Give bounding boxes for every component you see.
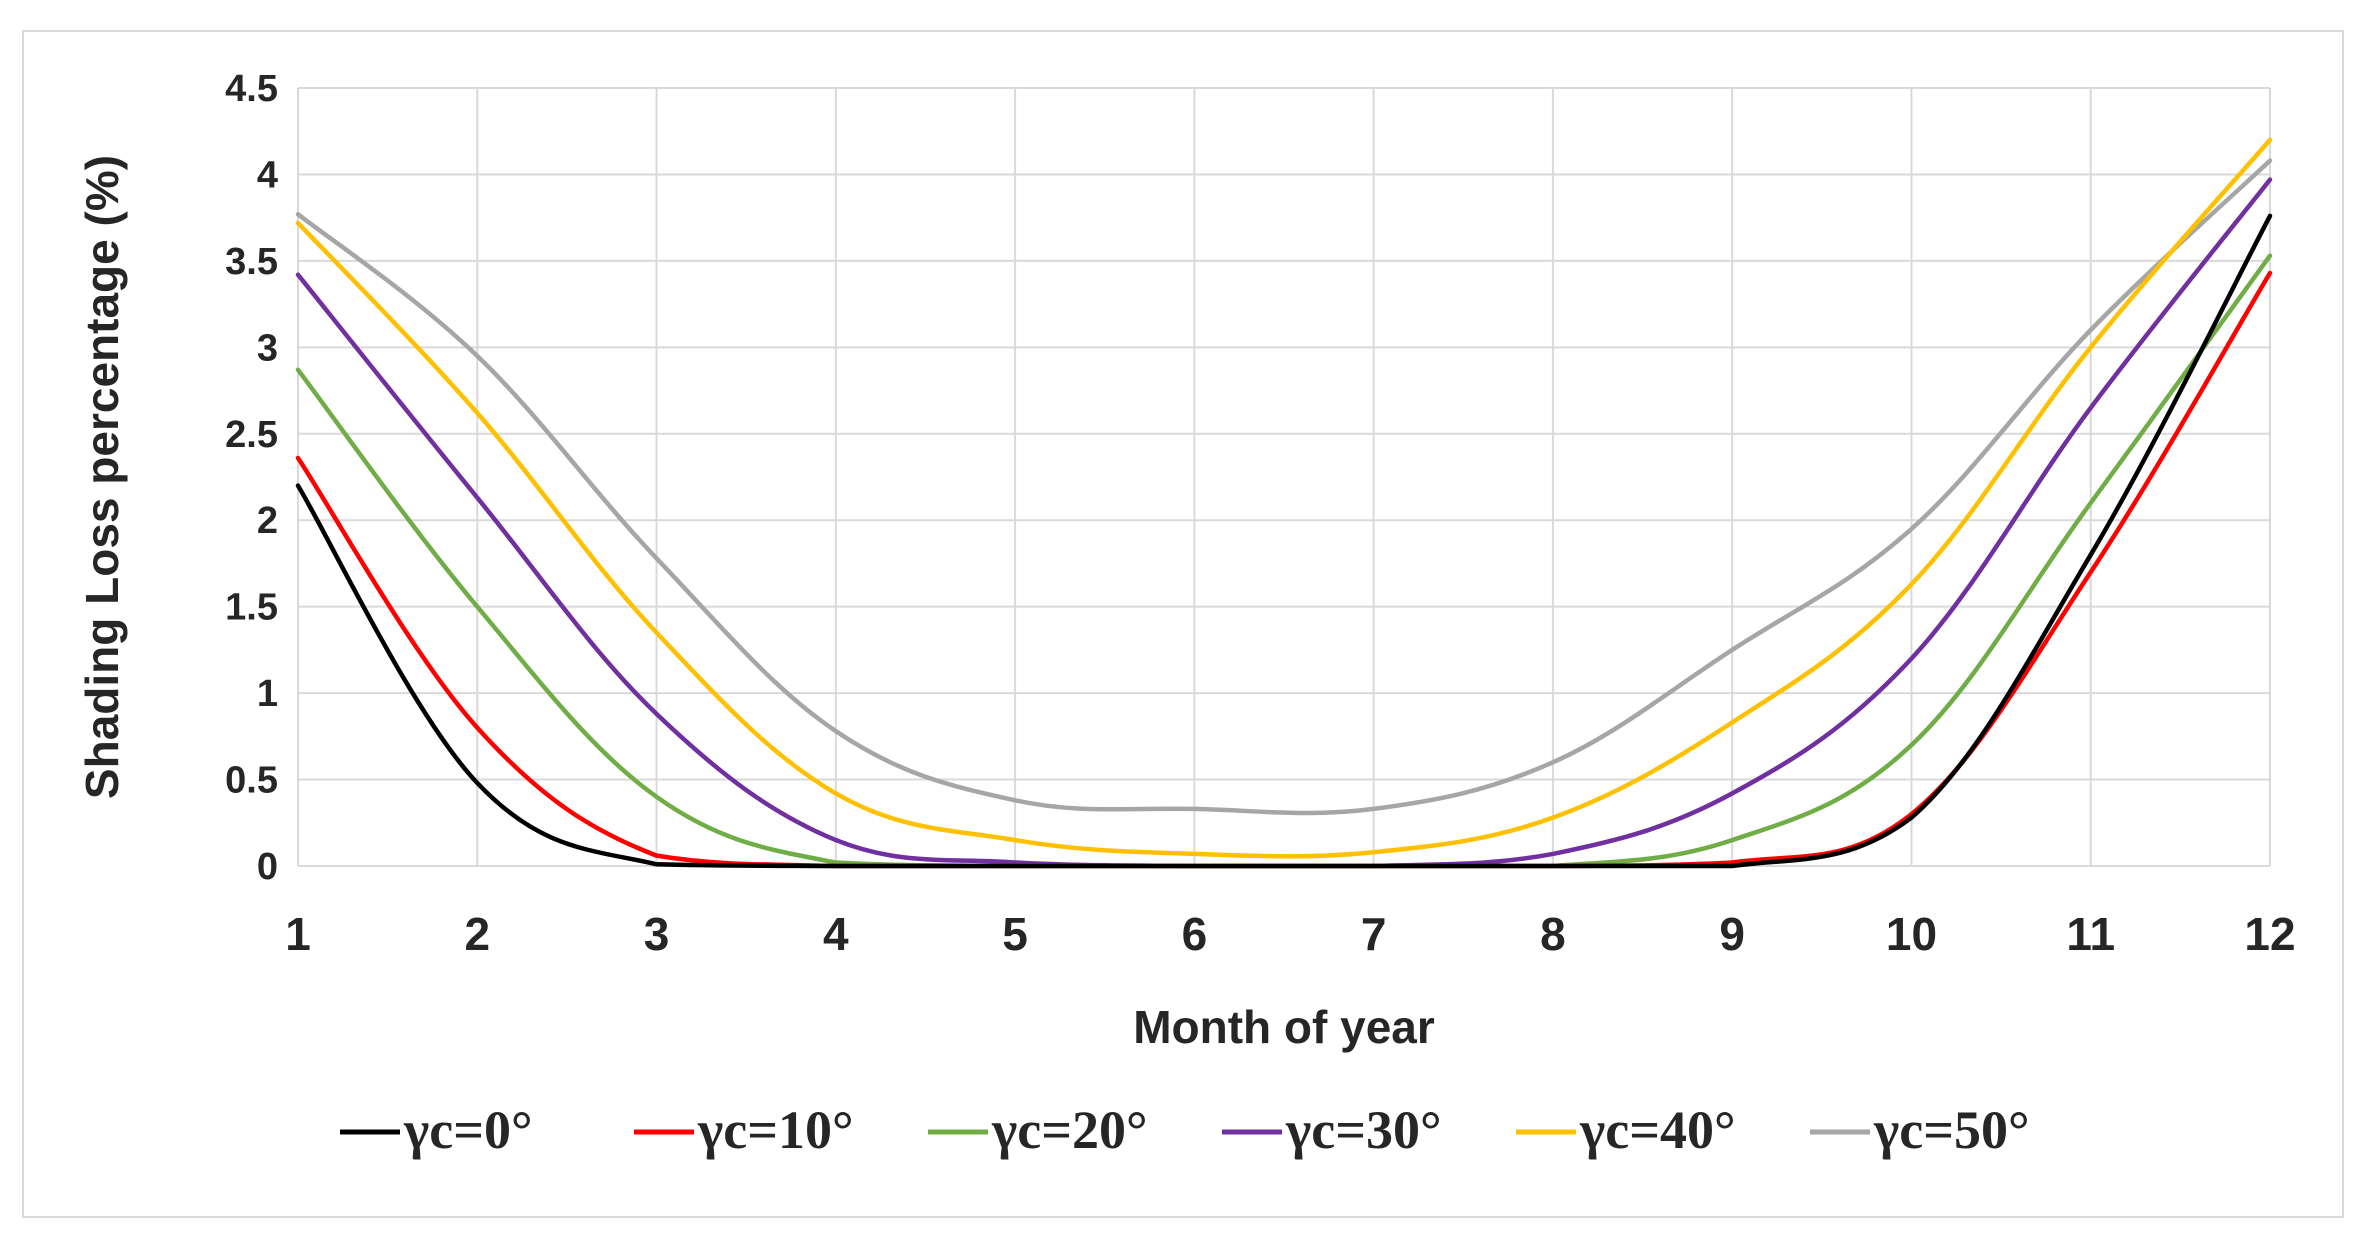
y-tick-label: 1.5	[225, 587, 278, 629]
x-tick-label: 7	[1361, 908, 1387, 960]
legend: γc=0° γc=10° γc=20° γc=30° γc=40° γc=50°	[340, 1100, 2030, 1160]
x-tick-label: 11	[2066, 908, 2115, 960]
legend-label: γc=30°	[1285, 1100, 1442, 1160]
legend-label: γc=0°	[403, 1100, 533, 1160]
y-tick-label: 4.5	[225, 68, 278, 110]
y-tick-label: 0	[257, 846, 278, 888]
y-tick-label: 4	[257, 154, 278, 196]
legend-label: γc=20°	[991, 1100, 1148, 1160]
y-tick-label: 1	[257, 673, 278, 715]
y-tick-label: 2.5	[225, 414, 278, 456]
tick-labels: 00.511.522.533.544.51 2 3 4 5 6 7 8 9 10 11 12	[225, 68, 2295, 960]
x-tick-label: 8	[1540, 908, 1566, 960]
gridlines	[297, 87, 2271, 867]
series-line-5	[295, 137, 2273, 859]
x-tick-label: 9	[1719, 908, 1745, 960]
x-tick-label: 6	[1182, 908, 1208, 960]
x-tick-label: 1	[285, 908, 311, 960]
series-line-4	[295, 177, 2273, 869]
series-lines	[295, 137, 2273, 869]
y-axis-title: Shading Loss percentage (%)	[76, 155, 128, 799]
x-tick-label: 3	[644, 908, 670, 960]
y-tick-label: 3	[257, 327, 278, 369]
legend-label: γc=10°	[697, 1100, 854, 1160]
series-line-1	[295, 213, 2273, 869]
x-tick-label: 2	[464, 908, 490, 960]
series-line-6	[295, 158, 2273, 816]
y-tick-label: 2	[257, 500, 278, 542]
x-tick-label: 10	[1886, 908, 1937, 960]
legend-label: γc=40°	[1579, 1100, 1736, 1160]
legend-label: γc=50°	[1873, 1100, 2030, 1160]
x-tick-label: 12	[2244, 908, 2295, 960]
x-axis-title: Month of year	[1133, 1001, 1435, 1053]
x-tick-label: 5	[1002, 908, 1028, 960]
x-tick-label: 4	[823, 908, 849, 960]
y-tick-label: 0.5	[225, 760, 278, 802]
series-line-2	[295, 270, 2273, 869]
y-tick-label: 3.5	[225, 241, 278, 283]
chart-frame	[22, 30, 2344, 1218]
